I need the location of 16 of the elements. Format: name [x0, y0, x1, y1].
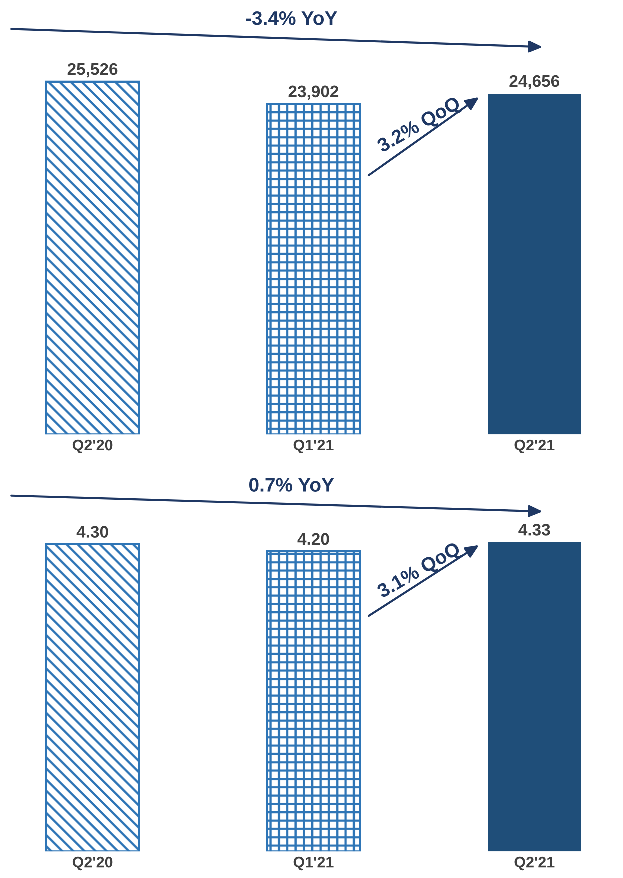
- x-tick-label: Q1'21: [294, 856, 334, 871]
- x-tick-label: Q2'21: [514, 856, 555, 871]
- x-tick-label: Q2'21: [514, 440, 555, 454]
- x-tick-label: Q1'21: [294, 440, 334, 454]
- data-label: 24,656: [510, 75, 560, 90]
- data-label: 4.33: [518, 524, 550, 536]
- annotation: 3.2% QoQ: [376, 96, 464, 156]
- text: 0.7% YoY: [250, 478, 334, 492]
- x-tick-label: Q2'20: [72, 440, 113, 454]
- data-label: 23,902: [288, 86, 339, 100]
- data-label: 4.20: [298, 533, 330, 546]
- data-label: 4.30: [76, 526, 108, 538]
- x-tick-label: Q2'20: [72, 856, 113, 871]
- data-label: 25,526: [68, 63, 118, 78]
- text: -3.4% YoY: [246, 11, 338, 26]
- annotation: 3.1% QoQ: [376, 541, 464, 602]
